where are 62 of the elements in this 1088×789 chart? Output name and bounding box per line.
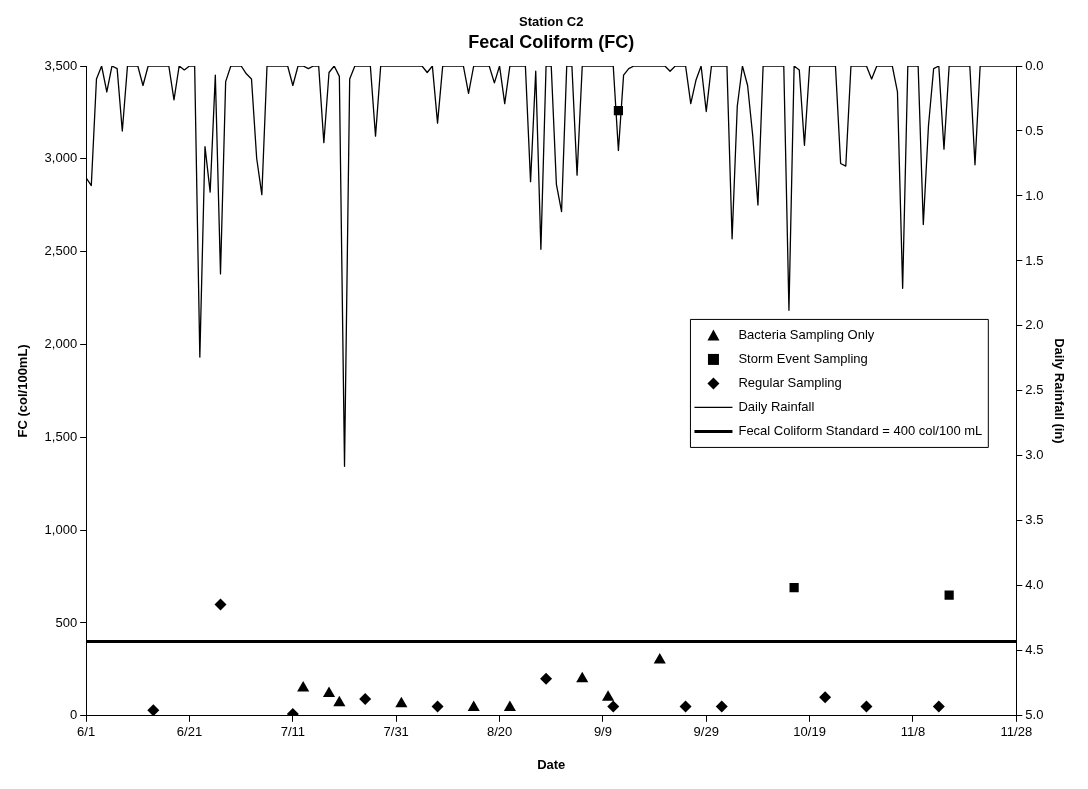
y-tick-label: 2,000 [44,336,78,352]
y2-tick-label: 0.5 [1025,122,1044,138]
point [359,693,372,706]
x-tick-label: 9/29 [693,724,719,740]
x-tick-label: 10/19 [793,724,826,740]
point [214,598,227,611]
point [944,590,954,600]
point [819,691,832,704]
point [607,700,620,713]
y-tick-label: 3,000 [44,150,78,166]
chart-title: Fecal Coliform (FC) [468,32,635,52]
y2-axis-title: Daily Rainfall (in) [1051,338,1067,444]
point [540,672,553,685]
y2-tick-label: 1.0 [1025,187,1044,203]
point [431,700,444,713]
y-tick-label: 500 [55,614,78,630]
point [715,700,728,713]
y2-tick-label: 4.0 [1025,577,1044,593]
point [789,583,799,593]
y-tick-label: 3,500 [44,57,78,73]
y2-tick-label: 2.5 [1025,382,1044,398]
x-tick-label: 6/1 [77,724,96,740]
x-tick-label: 8/20 [486,724,513,740]
point [467,700,480,711]
y-tick-label: 0 [69,707,78,723]
point [576,671,589,683]
x-tick-label: 6/21 [176,724,203,740]
y2-tick-label: 0.0 [1025,57,1044,73]
point [395,696,408,708]
point [503,700,516,711]
x-axis-title: Date [537,756,566,772]
point [602,690,615,701]
x-tick-label: 11/28 [1000,724,1033,740]
y2-tick-label: 1.5 [1025,252,1044,268]
point [613,105,624,116]
y-tick-label: 2,500 [44,243,78,259]
x-tick-label: 9/9 [593,724,612,740]
point [679,700,692,713]
point [333,695,346,707]
y-tick-label: 1,500 [44,428,78,444]
y2-tick-label: 3.0 [1025,447,1044,463]
point [860,700,873,713]
y2-tick-label: 4.5 [1025,642,1044,658]
legend-label: Storm Event Sampling [738,351,868,366]
point [932,700,945,713]
y2-tick-label: 3.5 [1025,512,1044,528]
y-tick-label: 1,000 [44,521,78,537]
chart-subtitle: Station C2 [519,14,584,29]
point [653,653,666,664]
y-axis-title: FC (col/100mL) [15,344,31,438]
point [147,704,160,716]
legend-label: Fecal Coliform Standard = 400 col/100 mL [738,423,983,438]
x-tick-label: 11/8 [900,724,926,740]
x-tick-label: 7/11 [280,724,306,740]
legend-label: Bacteria Sampling Only [738,327,875,342]
legend-label: Daily Rainfall [738,399,815,414]
point [322,686,336,698]
legend-label: Regular Sampling [738,375,842,390]
y2-tick-label: 5.0 [1025,707,1044,723]
y2-tick-label: 2.0 [1025,317,1044,333]
point [297,680,310,692]
x-tick-label: 7/31 [383,724,409,740]
